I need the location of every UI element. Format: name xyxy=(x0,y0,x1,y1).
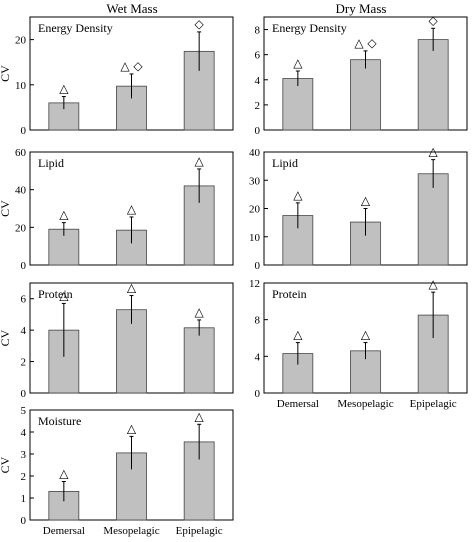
panel-3-title: Lipid xyxy=(38,156,64,170)
panel-3-marker-triangle-3: △ xyxy=(195,154,205,168)
panel-6-bar-3 xyxy=(417,314,449,394)
panel-6-xtick-label-3: Epipelagic xyxy=(410,398,457,410)
panel-5-marker-triangle-3: △ xyxy=(195,305,205,319)
panel-7-ytick-label-1: 1 xyxy=(21,493,27,505)
panel-7-xtick-label-2: Mesopelagic xyxy=(103,525,159,537)
panel-7-title: Moisture xyxy=(38,414,81,428)
panel-3-ylabel: CV xyxy=(0,200,12,217)
panel-4-marker-triangle-1: △ xyxy=(293,188,303,202)
panel-2-title: Energy Density xyxy=(272,21,347,35)
panel-3-marker-triangle-1: △ xyxy=(59,208,69,222)
panel-5-bar-2 xyxy=(116,309,147,394)
panel-4-ytick-label-0: 0 xyxy=(255,260,261,272)
column-title-wet-mass: Wet Mass xyxy=(106,1,157,16)
column-title-dry-mass: Dry Mass xyxy=(336,1,387,16)
panel-1-marker-diamond-2: ◇ xyxy=(133,59,143,73)
panel-4-ytick-label-3: 30 xyxy=(249,175,261,187)
panel-7-marker-triangle-2: △ xyxy=(127,421,137,435)
panel-5-ytick-label-0: 0 xyxy=(21,388,27,400)
panel-5-ytick-label-2: 4 xyxy=(21,325,27,337)
panel-6-title: Protein xyxy=(272,287,307,301)
panel-5-marker-triangle-2: △ xyxy=(127,281,137,295)
panel-4-ytick-label-2: 20 xyxy=(249,204,261,216)
panel-6-ytick-label-0: 0 xyxy=(255,388,261,400)
panel-2-ytick-label-1: 2 xyxy=(255,100,261,112)
panel-2-marker-triangle-1: △ xyxy=(293,56,303,70)
panel-4-title: Lipid xyxy=(272,156,298,170)
panel-2-ytick-label-3: 6 xyxy=(255,50,261,62)
panel-3-ytick-label-1: 20 xyxy=(15,222,27,234)
panel-4-ytick-label-1: 10 xyxy=(249,232,261,244)
panel-2-bar-2 xyxy=(350,59,381,131)
panel-5-marker-triangle-1: △ xyxy=(59,288,69,302)
panel-7-ytick-label-3: 3 xyxy=(21,449,27,461)
panel-2-marker-diamond-2: ◇ xyxy=(367,36,377,50)
panel-1-ytick-label-2: 20 xyxy=(15,35,27,47)
panel-4-marker-triangle-3: △ xyxy=(429,145,439,159)
panel-1-marker-diamond-3: ◇ xyxy=(195,17,205,31)
panel-7-ylabel: CV xyxy=(0,456,12,473)
panel-6-xtick-label-1: Demersal xyxy=(277,398,319,410)
panel-6-xtick-label-2: Mesopelagic xyxy=(337,398,393,410)
panel-6-marker-triangle-3: △ xyxy=(429,277,439,291)
panel-7-marker-triangle-1: △ xyxy=(59,467,69,481)
panel-7-ytick-label-4: 4 xyxy=(21,427,27,439)
panel-7-xtick-label-3: Epipelagic xyxy=(176,525,223,537)
panel-7-xtick-label-1: Demersal xyxy=(43,525,85,537)
panel-3-ytick-label-2: 40 xyxy=(15,185,27,197)
panel-4-marker-triangle-2: △ xyxy=(361,194,371,208)
panel-6-marker-triangle-1: △ xyxy=(293,328,303,342)
panel-7-ytick-label-0: 0 xyxy=(21,515,27,527)
panel-1-ytick-label-1: 10 xyxy=(15,80,27,92)
panel-2-bar-1 xyxy=(282,78,314,131)
panel-1-title: Energy Density xyxy=(38,21,113,35)
panel-5-ytick-label-1: 2 xyxy=(21,357,27,369)
panel-1-ylabel: CV xyxy=(0,65,12,82)
panel-6-marker-triangle-2: △ xyxy=(361,328,371,342)
panel-6-ytick-label-3: 12 xyxy=(249,278,260,290)
panel-2-ytick-label-4: 8 xyxy=(255,25,261,37)
panel-5-title: Protein xyxy=(38,287,73,301)
panel-2-ytick-label-2: 4 xyxy=(255,75,261,87)
panel-5-bar-3 xyxy=(183,327,215,394)
panel-7-marker-triangle-3: △ xyxy=(195,409,205,423)
panel-4-bar-3 xyxy=(417,173,449,266)
panel-6-ytick-label-2: 8 xyxy=(255,315,261,327)
panel-2-marker-diamond-3: ◇ xyxy=(429,13,439,27)
panel-2-bar-3 xyxy=(417,39,449,131)
panel-3-marker-triangle-2: △ xyxy=(127,202,137,216)
panel-2-ytick-label-0: 0 xyxy=(255,125,261,137)
panel-1-ytick-label-0: 0 xyxy=(21,125,27,137)
panel-2-marker-triangle-2: △ xyxy=(354,36,364,50)
panel-6-ytick-label-1: 4 xyxy=(255,351,261,363)
panel-7-ytick-label-2: 2 xyxy=(21,471,27,483)
panel-1-marker-triangle-2: △ xyxy=(120,59,130,73)
panel-7-ytick-label-5: 5 xyxy=(21,405,27,417)
panel-5-ytick-label-3: 6 xyxy=(21,294,27,306)
panel-3-ytick-label-3: 60 xyxy=(15,147,27,159)
panel-3-ytick-label-0: 0 xyxy=(21,260,27,272)
panel-1-marker-triangle-1: △ xyxy=(59,82,69,96)
panel-5-ylabel: CV xyxy=(0,329,12,346)
panel-4-ytick-label-4: 40 xyxy=(249,147,261,159)
